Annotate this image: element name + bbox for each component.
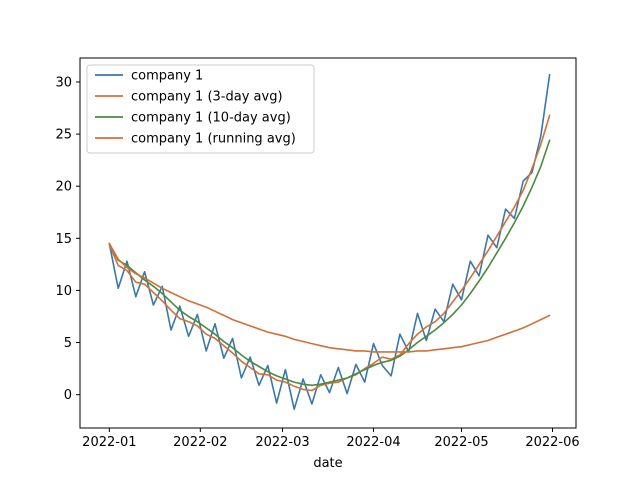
x-tick-label: 2022-06 — [525, 435, 579, 450]
y-tick-label: 30 — [55, 75, 72, 90]
x-tick-label: 2022-03 — [255, 435, 309, 450]
legend-frame — [86, 64, 315, 154]
legend-label: company 1 (running avg) — [131, 132, 296, 147]
x-tick-label: 2022-05 — [434, 435, 488, 450]
legend-label: company 1 — [131, 69, 203, 84]
x-tick-label: 2022-02 — [173, 435, 227, 450]
y-tick-label: 20 — [55, 180, 72, 195]
y-tick-label: 0 — [64, 388, 72, 403]
x-axis-label: date — [313, 456, 342, 471]
legend-label: company 1 (10-day avg) — [131, 111, 291, 126]
legend[interactable]: company 1 company 1 (3-day avg) company 1 … — [86, 64, 315, 154]
axes-frame — [79, 57, 577, 429]
plot-area — [108, 73, 551, 411]
y-tick-label: 15 — [55, 232, 72, 247]
x-axis: 2022-01 2022-02 2022-03 2022-04 2022-05 2022-… — [82, 428, 580, 450]
legend-label: company 1 (3-day avg) — [131, 90, 283, 105]
series-layer — [108, 73, 551, 411]
series-line-1 — [108, 73, 551, 411]
y-tick-label: 10 — [55, 284, 72, 299]
series-line-3 — [108, 139, 551, 387]
y-axis: 0 5 10 15 20 25 30 — [55, 75, 80, 403]
y-tick-label: 5 — [64, 336, 72, 351]
x-tick-label: 2022-04 — [346, 435, 400, 450]
series-line-2 — [108, 114, 551, 392]
x-tick-label: 2022-01 — [82, 435, 136, 450]
y-tick-label: 25 — [55, 128, 72, 143]
series-line-4 — [108, 242, 551, 353]
